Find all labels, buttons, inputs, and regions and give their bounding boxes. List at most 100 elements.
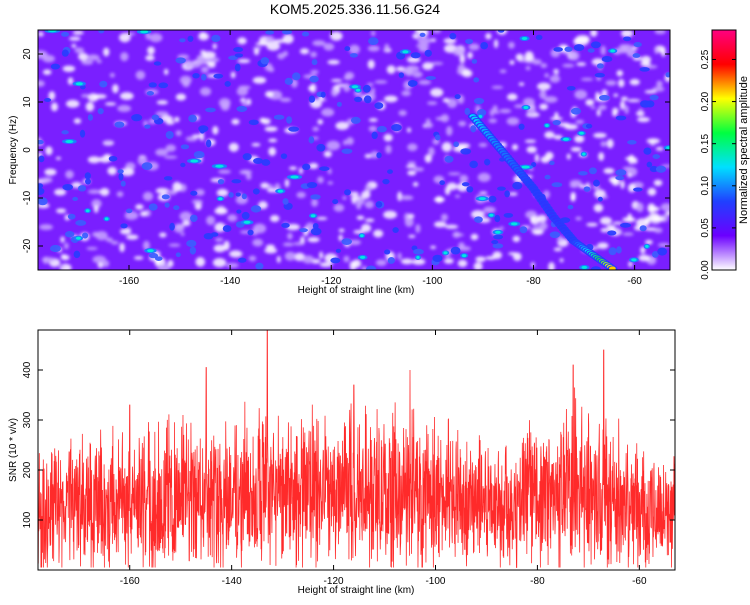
heatmap-cell [234, 63, 241, 72]
heatmap-cell [236, 105, 248, 113]
heatmap-cell [332, 199, 339, 205]
heatmap-cell [87, 114, 94, 121]
heatmap-cell [466, 186, 474, 193]
heatmap-cell [212, 43, 217, 50]
heatmap-cell [341, 238, 352, 246]
heatmap-cell [213, 244, 226, 253]
heatmap-cell [311, 59, 318, 66]
heatmap-cell [407, 170, 417, 176]
heatmap-cell [597, 196, 603, 202]
y-tick-label: 20 [22, 48, 33, 60]
heatmap-cell [606, 224, 616, 231]
heatmap-cell [97, 108, 104, 115]
heatmap-cell [261, 159, 271, 166]
heatmap-cell [73, 250, 81, 259]
heatmap-cell [470, 125, 477, 133]
heatmap-cell [65, 140, 74, 144]
heatmap-cell [557, 235, 564, 243]
x-tick-label: -140 [222, 576, 242, 587]
streak-core [608, 266, 616, 270]
heatmap-cell [344, 46, 351, 52]
heatmap-cell [75, 236, 82, 240]
figure-title: KOM5.2025.336.11.56.G24 [270, 1, 440, 17]
heatmap-cell [356, 88, 361, 92]
colorbar-tick-label: 0.05 [700, 218, 711, 238]
heatmap-cell [554, 71, 559, 76]
heatmap-cell [545, 123, 549, 127]
heatmap-cell [627, 183, 636, 193]
heatmap-cell [653, 227, 663, 234]
heatmap-cell [450, 246, 461, 255]
heatmap-cell [199, 87, 212, 96]
heatmap-cell [62, 183, 73, 191]
heatmap-cell [465, 38, 474, 44]
heatmap-cell [163, 176, 173, 181]
heatmap-cell [631, 258, 637, 262]
heatmap-cell [323, 150, 332, 158]
heatmap-cell [61, 31, 70, 37]
heatmap-cell [619, 222, 631, 228]
heatmap-cell [620, 180, 625, 189]
heatmap-cell [461, 69, 473, 78]
heatmap-cell [598, 152, 605, 161]
heatmap-cell [367, 45, 380, 52]
heatmap-cell [287, 232, 293, 240]
heatmap-cell [81, 232, 89, 239]
heatmap-cell [416, 255, 420, 259]
x-tick-label: -100 [425, 576, 445, 587]
heatmap-cell [81, 59, 94, 65]
heatmap-cell [266, 41, 281, 51]
heatmap-cell [50, 63, 61, 70]
heatmap-cell [430, 87, 444, 97]
heatmap-cell [610, 49, 616, 53]
heatmap-cell [350, 116, 361, 124]
heatmap-cell [61, 130, 69, 135]
heatmap-cell [292, 72, 301, 81]
heatmap-cell [553, 247, 563, 252]
heatmap-cell [93, 204, 99, 213]
heatmap-cell [61, 49, 69, 57]
snr-series-line [38, 330, 675, 568]
heatmap-cell [326, 140, 341, 151]
heatmap-cell [308, 95, 316, 103]
heatmap-cell [364, 218, 375, 223]
heatmap-cell [79, 129, 86, 138]
heatmap-cell [428, 147, 435, 157]
colorbar-tick-label: 0.10 [700, 176, 711, 196]
heatmap-cell [559, 258, 564, 263]
heatmap-cell [85, 101, 95, 112]
heatmap-cell [488, 118, 498, 124]
heatmap-cell [312, 126, 320, 132]
heatmap-cell [237, 257, 247, 263]
heatmap-cell [415, 30, 429, 34]
heatmap-cell [408, 234, 416, 238]
heatmap-cell [212, 125, 219, 135]
heatmap-cell [341, 148, 353, 154]
heatmap-cell [582, 152, 586, 156]
heatmap-cell [494, 110, 500, 114]
heatmap-cell [639, 67, 650, 72]
heatmap-cell [120, 167, 135, 177]
heatmap-cell [364, 153, 372, 159]
heatmap-cell [461, 254, 467, 258]
y-tick-label: 100 [22, 511, 33, 528]
heatmap-cell [220, 102, 230, 111]
heatmap-cell [155, 111, 169, 117]
heatmap-cell [434, 221, 447, 228]
heatmap-cell [644, 90, 657, 94]
heatmap-cell [186, 239, 197, 248]
heatmap-cell [147, 46, 155, 55]
x-tick-label: -100 [422, 276, 442, 287]
heatmap-cell [231, 179, 242, 184]
heatmap-cell [144, 124, 151, 129]
heatmap-cell [119, 32, 131, 43]
heatmap-cell [293, 242, 305, 246]
heatmap-cell [211, 34, 221, 43]
heatmap-cell [269, 215, 280, 222]
heatmap-cell [206, 215, 216, 226]
heatmap-cell [368, 118, 378, 122]
heatmap-cell [179, 38, 186, 43]
heatmap-cell [312, 40, 326, 47]
heatmap-cell [120, 52, 129, 62]
